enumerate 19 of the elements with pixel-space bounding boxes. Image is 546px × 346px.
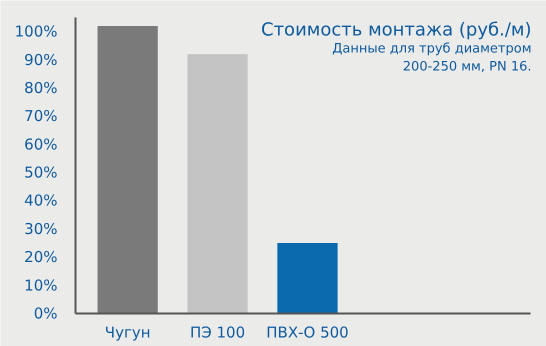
y-tick-label: 100%	[14, 22, 58, 41]
bar	[277, 243, 338, 314]
bar	[98, 26, 158, 314]
y-tick-label: 40%	[24, 192, 58, 210]
x-tick-label: Чугун	[104, 324, 151, 342]
y-tick-label: 60%	[24, 135, 58, 154]
text: Данные для труб диаметром 200-250 мм, PN 16.	[332, 42, 532, 74]
y-tick-label: 50%	[24, 164, 58, 182]
y-tick-label: 80%	[24, 78, 58, 97]
y-tick-label: 90%	[24, 50, 58, 69]
y-tick-label: 0%	[34, 304, 58, 322]
y-tick-label: 70%	[24, 107, 58, 126]
y-tick-label: 30%	[24, 220, 58, 238]
x-tick-label: ПЭ 100	[190, 324, 246, 342]
bar	[187, 54, 248, 314]
y-tick-label: 10%	[24, 276, 58, 294]
y-tick-label: 20%	[24, 248, 58, 266]
x-tick-label: ПВХ-О 500	[266, 324, 349, 342]
text: Стоимость монтажа (руб./м)	[261, 20, 532, 40]
